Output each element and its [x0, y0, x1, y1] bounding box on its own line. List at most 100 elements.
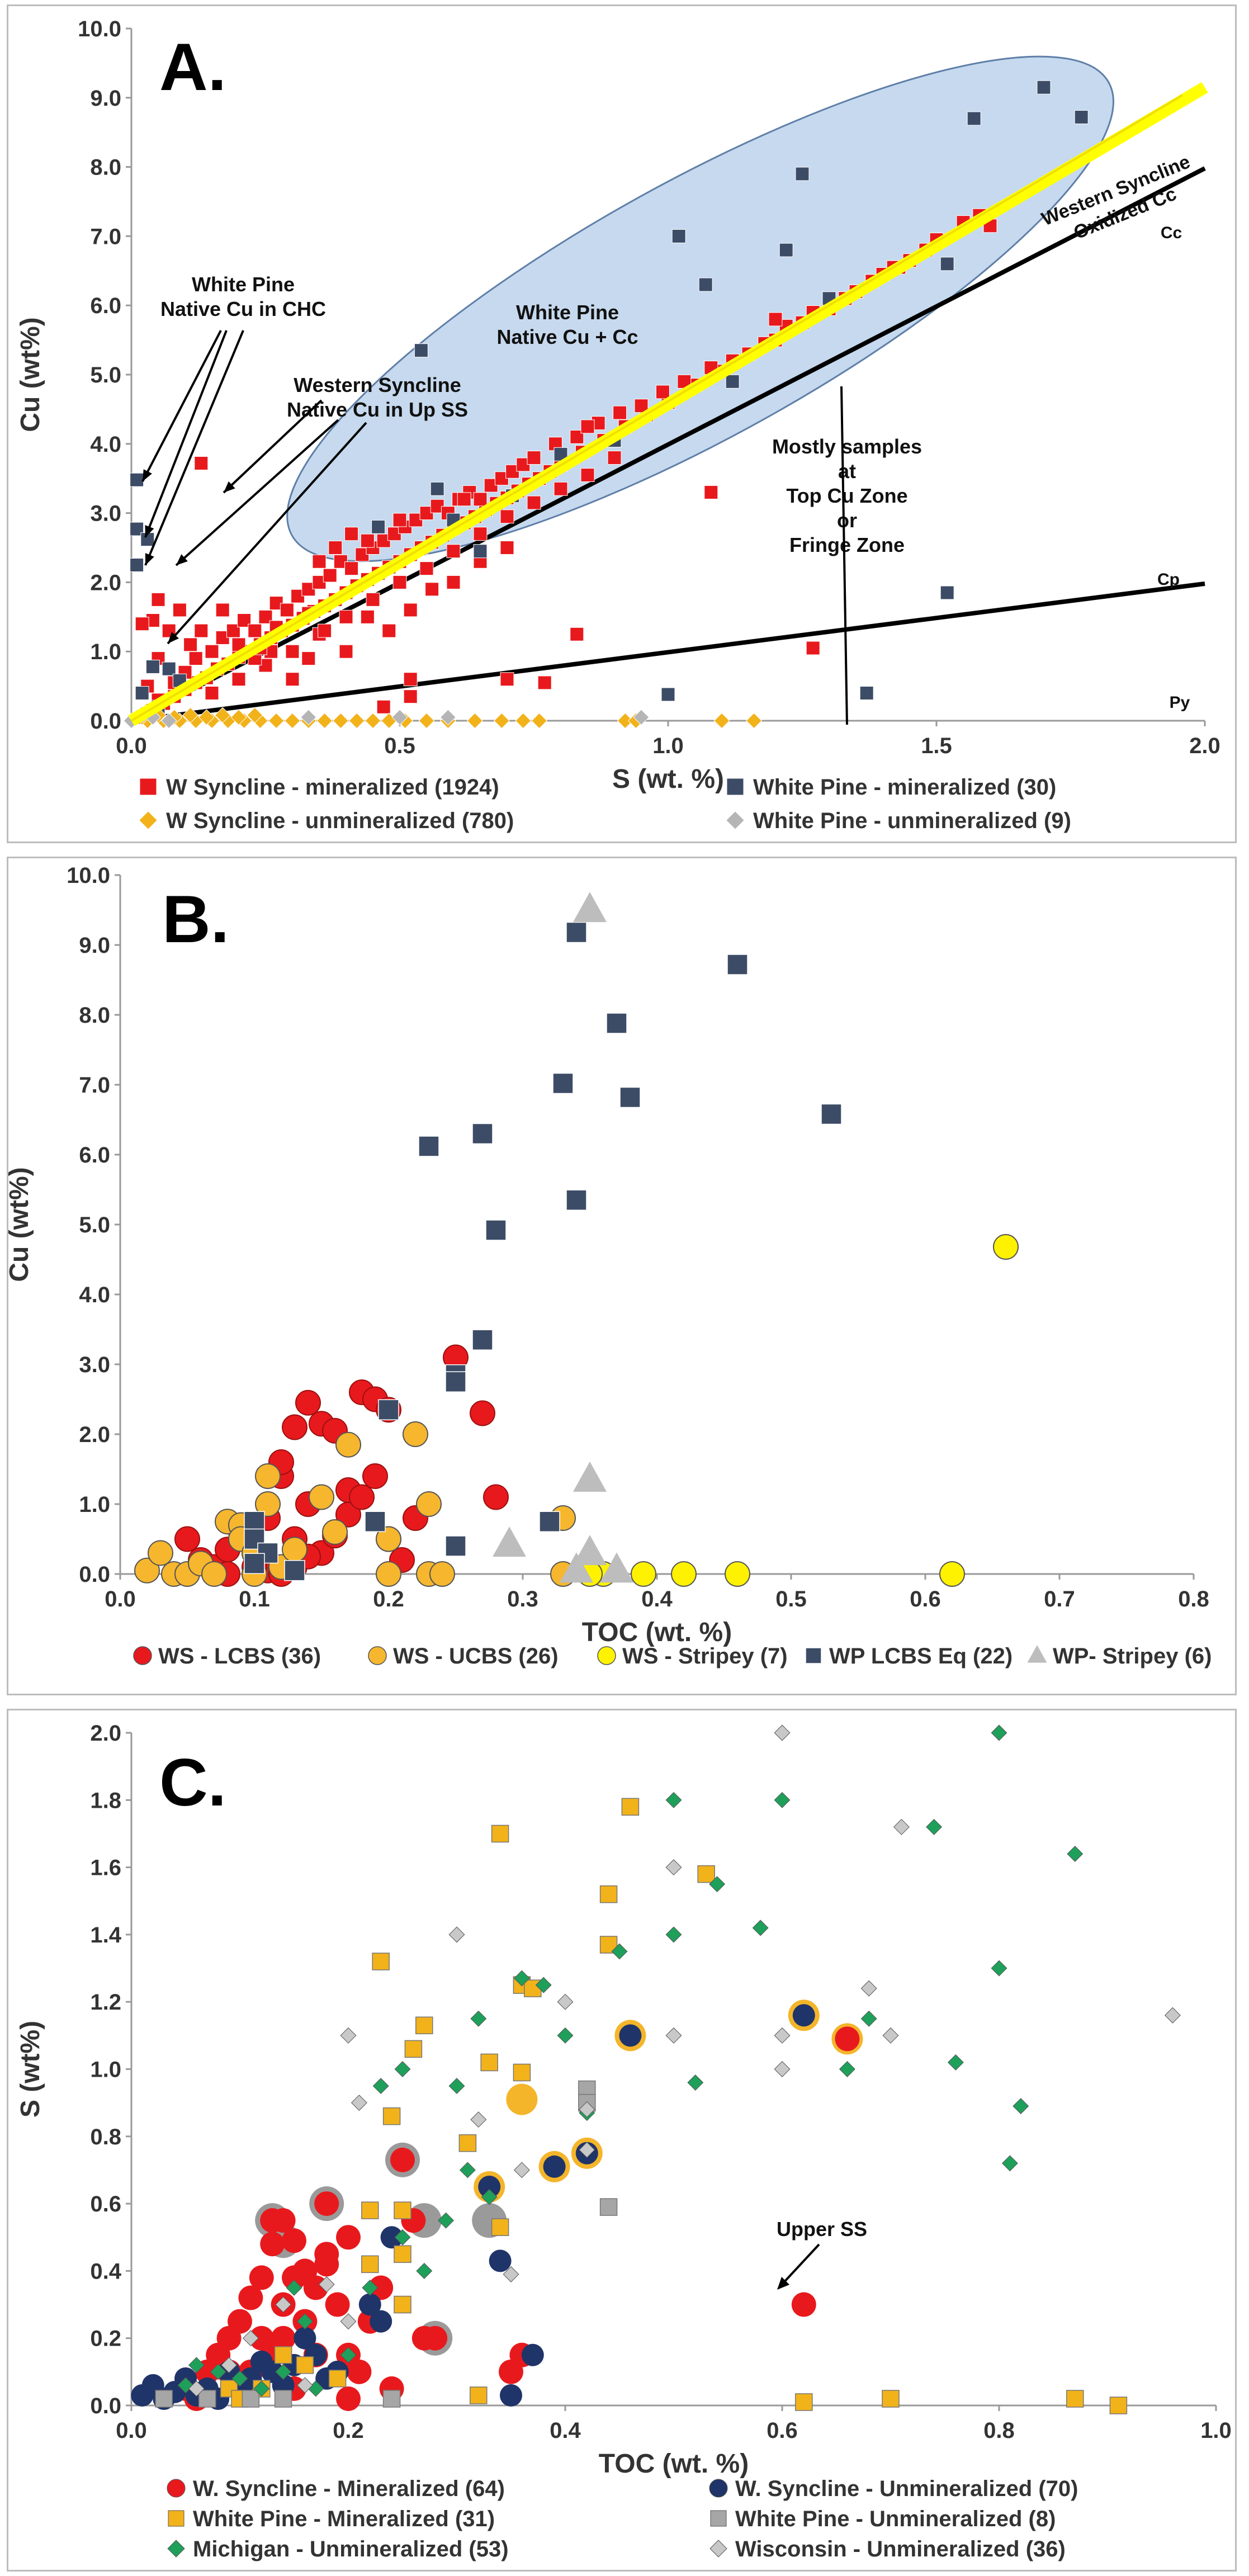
annotation-text: Top Cu Zone: [786, 484, 907, 507]
data-point: [415, 2016, 433, 2035]
arrow-head: [176, 554, 188, 565]
data-point: [438, 2212, 455, 2229]
data-point: [1037, 80, 1051, 94]
data-point: [607, 451, 622, 465]
annotation-arrow: [141, 330, 222, 482]
y-tick-label: 3.0: [90, 502, 121, 526]
data-point: [446, 575, 461, 589]
data-point: [294, 2327, 316, 2350]
data-point: [365, 712, 381, 729]
data-point: [503, 2266, 519, 2282]
data-point: [448, 1926, 465, 1943]
legend-label: WS - Stripey (7): [622, 1644, 788, 1669]
orange-halo: [506, 2083, 538, 2115]
data-point: [697, 1865, 715, 1883]
y-tick-label: 8.0: [90, 155, 121, 180]
data-point: [285, 644, 300, 659]
legend-marker: [709, 2540, 727, 2558]
data-point: [403, 603, 418, 617]
data-point: [472, 1329, 493, 1350]
data-point: [349, 1484, 375, 1510]
data-point: [198, 2390, 216, 2408]
legend-marker: [139, 811, 158, 830]
data-point: [318, 623, 332, 638]
y-tick-label: 8.0: [79, 1003, 110, 1028]
data-point: [531, 712, 548, 729]
y-tick-label: 1.0: [90, 2058, 121, 2082]
y-tick-label: 0.0: [90, 709, 121, 734]
data-point: [752, 1920, 769, 1936]
data-point: [599, 2198, 618, 2216]
data-point: [566, 921, 587, 943]
x-tick-label: 2.0: [1189, 734, 1220, 758]
data-point: [344, 527, 359, 541]
data-point: [939, 1561, 965, 1587]
data-point: [366, 592, 380, 607]
data-point: [491, 1825, 509, 1843]
data-point: [633, 709, 650, 726]
data-point: [145, 659, 160, 674]
data-point: [698, 277, 713, 292]
data-point: [394, 2245, 411, 2263]
data-point: [535, 1977, 552, 1993]
data-point: [478, 2176, 501, 2199]
data-point: [1109, 2397, 1128, 2414]
y-tick-label: 9.0: [90, 86, 121, 111]
legend-label: WS - UCBS (26): [393, 1644, 559, 1669]
y-tick-label: 0.6: [90, 2192, 121, 2216]
x-axis-title: S (wt. %): [612, 764, 724, 794]
chart-b: 0.0 1.0 2.0 3.0 4.0 5.0 6.0 7.0 8.0 9.0 10.0 0.0 0.1…: [8, 863, 1212, 1669]
data-point: [774, 1724, 791, 1741]
data-point: [539, 1511, 560, 1532]
data-point: [473, 492, 488, 507]
data-point: [746, 712, 763, 729]
data-point: [704, 485, 718, 499]
data-point: [448, 2078, 465, 2095]
series-5: [188, 1724, 1181, 2397]
data-point: [580, 419, 595, 434]
ref-line-cc: [130, 166, 1206, 723]
data-point: [362, 1463, 388, 1489]
data-point: [727, 954, 748, 975]
data-point: [882, 2390, 900, 2408]
legend-label: White Pine - Mineralized (31): [193, 2507, 495, 2531]
data-point: [473, 527, 488, 541]
data-point: [1066, 2390, 1084, 2408]
data-point: [282, 2228, 306, 2253]
arrow-head: [145, 525, 154, 537]
y-tick-label: 1.2: [90, 1990, 121, 2015]
data-point: [344, 561, 359, 576]
data-point: [221, 2357, 238, 2374]
data-point: [130, 557, 144, 572]
data-point: [991, 1724, 1007, 1741]
data-point: [135, 686, 149, 700]
data-point: [791, 2292, 816, 2317]
data-point: [470, 2386, 488, 2404]
legend-marker: [710, 2510, 727, 2527]
data-point: [430, 481, 444, 496]
data-point: [835, 2026, 860, 2052]
annotation-text: Native Cu in Up SS: [287, 398, 468, 421]
data-point: [573, 1461, 607, 1492]
legend-marker: [133, 1646, 152, 1665]
x-tick-label: 0.3: [507, 1587, 538, 1611]
data-point: [557, 1993, 574, 2010]
data-point: [172, 603, 187, 617]
x-tick-label: 0.4: [550, 2418, 581, 2443]
data-point: [296, 2377, 313, 2394]
data-point: [527, 451, 541, 465]
data-point: [295, 1389, 321, 1416]
data-point: [362, 2280, 379, 2296]
data-point: [391, 709, 408, 726]
data-point: [314, 2191, 339, 2216]
data-point: [493, 712, 510, 729]
data-point: [926, 1818, 943, 1835]
panel-a: 0.0 1.0 2.0 3.0 4.0 5.0 6.0 7.0 8.0 9.0 10.0 0.0 0.5…: [7, 4, 1237, 843]
data-point: [325, 2292, 350, 2317]
legend-label: White Pine - mineralized (30): [753, 775, 1056, 800]
data-point: [282, 1414, 307, 1440]
data-point: [485, 1220, 507, 1241]
chart-a: 0.0 1.0 2.0 3.0 4.0 5.0 6.0 7.0 8.0 9.0 10.0 0.0 0.5…: [16, 17, 1220, 833]
data-point: [439, 709, 456, 726]
data-point: [372, 2078, 389, 2095]
